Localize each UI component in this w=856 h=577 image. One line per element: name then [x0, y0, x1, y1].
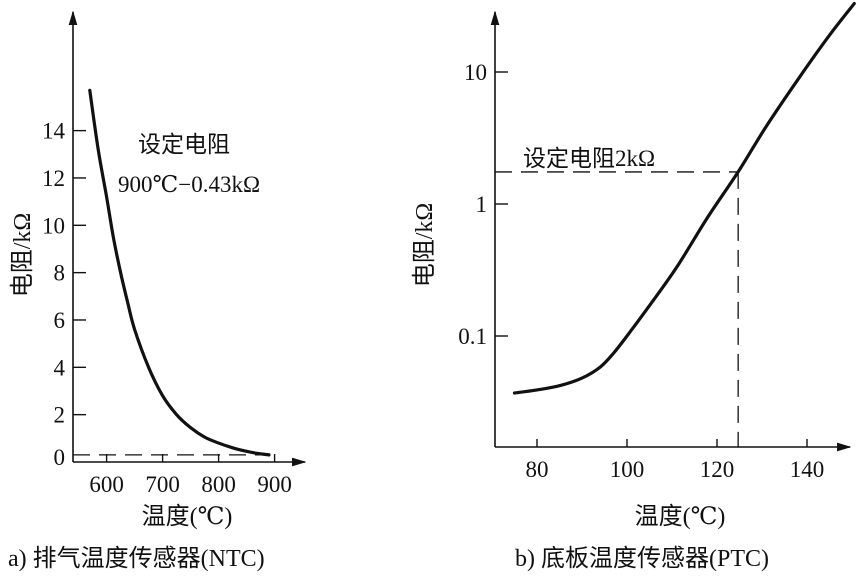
ptc-chart: 设定电阻2kΩ 温度(℃) 电阻/kΩ b) 底板温度传感器(PTC) 80 10… — [411, 1, 856, 572]
ptc-y-axis-label: 电阻/kΩ — [411, 203, 438, 288]
ptc-y-tick-label: 1 — [476, 192, 488, 217]
ptc-x-tick-label: 80 — [526, 457, 549, 482]
ptc-x-tick-label: 140 — [790, 457, 825, 482]
ntc-y-tick-label: 8 — [54, 261, 66, 286]
ntc-x-tick-label: 700 — [145, 472, 180, 497]
ptc-annotation: 设定电阻2kΩ — [523, 146, 655, 171]
ntc-y-tick-label: 4 — [54, 355, 66, 380]
ntc-y-tick-label: 2 — [54, 403, 66, 428]
ptc-x-axis-label: 温度(℃) — [635, 503, 726, 530]
ptc-caption: b) 底板温度传感器(PTC) — [515, 545, 769, 572]
ntc-chart: 设定电阻 900℃−0.43kΩ 温度(℃) 电阻/kΩ a) 排气温度传感器(… — [8, 10, 307, 572]
ntc-y-tick-label: 6 — [54, 308, 66, 333]
ntc-x-tick-label: 600 — [89, 472, 124, 497]
ntc-annotation-title: 设定电阻 — [138, 132, 230, 157]
ptc-y-tick-label: 0.1 — [458, 324, 487, 349]
ntc-annotation-value: 900℃−0.43kΩ — [118, 172, 260, 197]
ntc-series-line — [88, 88, 271, 457]
ptc-x-tick-label: 100 — [610, 457, 645, 482]
ntc-y-tick-label: 10 — [42, 213, 65, 238]
ptc-x-tick-label: 120 — [700, 457, 735, 482]
ptc-y-tick-label: 10 — [464, 60, 487, 85]
ntc-y-tick-label: 0 — [54, 445, 66, 470]
ntc-x-tick-label: 800 — [201, 472, 236, 497]
ntc-caption: a) 排气温度传感器(NTC) — [8, 545, 265, 572]
ptc-series-line — [512, 1, 856, 395]
ntc-y-tick-label: 12 — [42, 166, 65, 191]
ntc-x-axis-label: 温度(℃) — [142, 503, 233, 530]
ntc-y-tick-label: 14 — [42, 119, 66, 144]
ntc-x-tick-label: 900 — [257, 472, 292, 497]
ntc-y-axis-label: 电阻/kΩ — [9, 213, 36, 298]
